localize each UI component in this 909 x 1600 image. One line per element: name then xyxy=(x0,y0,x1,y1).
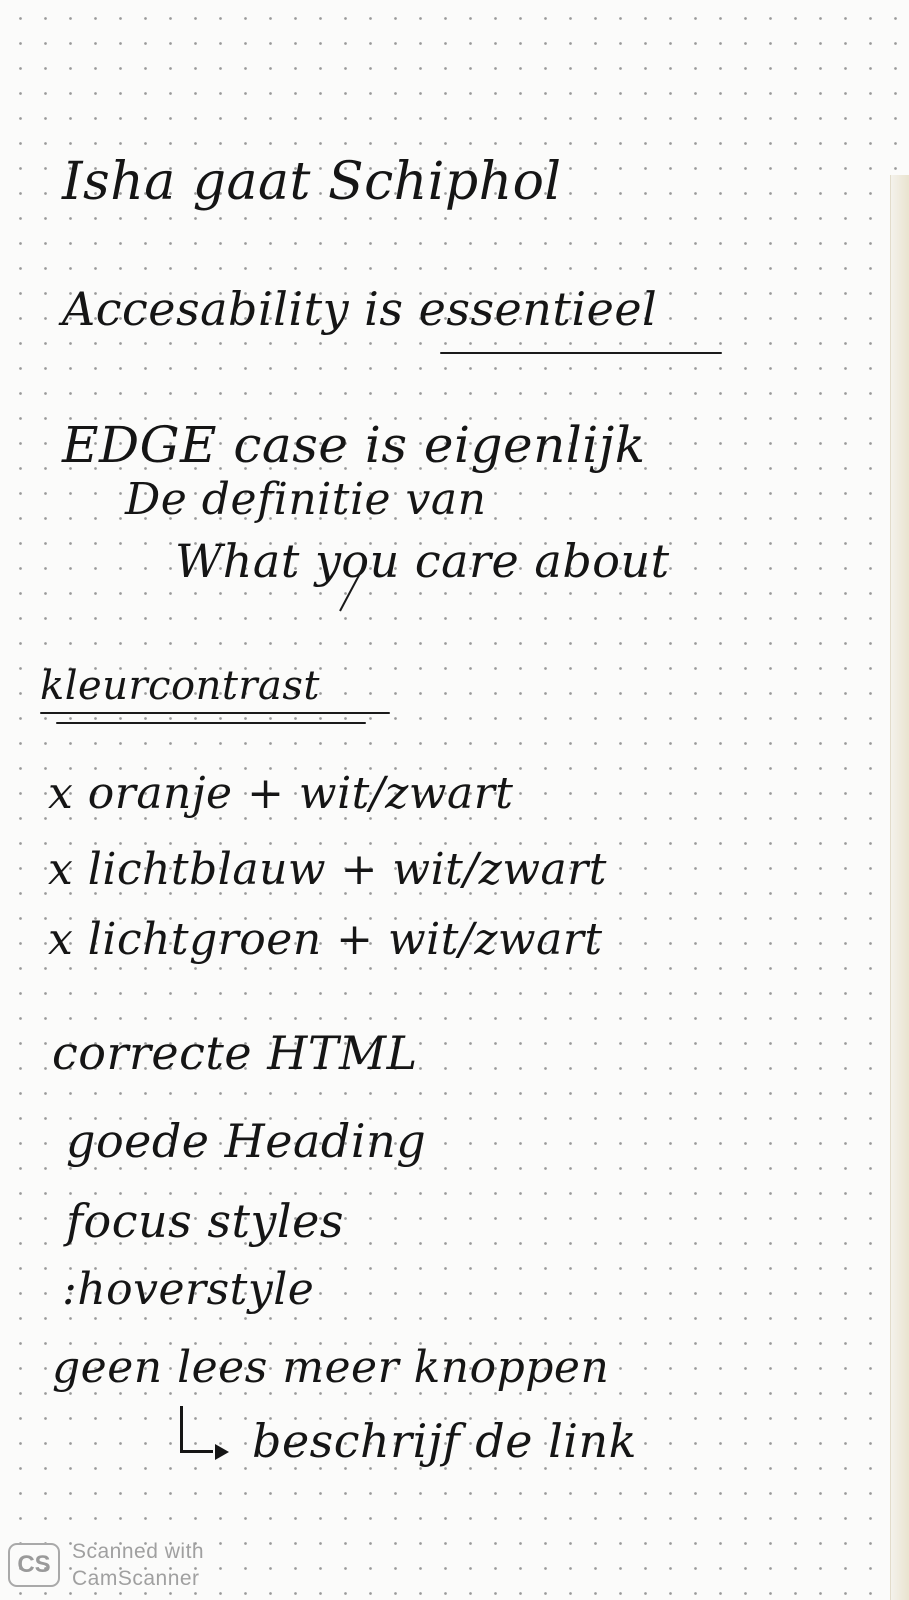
scanner-watermark: CS Scanned with CamScanner xyxy=(8,1537,204,1593)
list-item-html: correcte HTML xyxy=(52,1026,418,1080)
watermark-line-2: CamScanner xyxy=(72,1567,200,1590)
list-item-hover: :hoverstyle xyxy=(62,1264,315,1315)
note-line-care-about: What you care about xyxy=(175,534,670,588)
note-line-edge-case: EDGE case is eigenlijk xyxy=(62,416,646,474)
underline-kleurcontrast xyxy=(40,712,390,714)
section-heading-kleurcontrast: kleurcontrast xyxy=(40,663,320,709)
note-line-schiphol: Isha gaat Schiphol xyxy=(62,152,562,212)
list-item-lichtblauw: x lichtblauw + wit/zwart xyxy=(48,844,607,895)
list-item-focus: focus styles xyxy=(66,1194,344,1248)
list-item-lichtgroen: x lichtgroen + wit/zwart xyxy=(48,914,603,965)
watermark-line-1: Scanned with xyxy=(72,1540,205,1563)
list-item-knoppen: geen lees meer knoppen xyxy=(52,1342,610,1393)
page-edge xyxy=(890,175,909,1600)
note-line-accessibility: Accesability is essentieel xyxy=(62,282,658,336)
watermark-text: Scanned with CamScanner xyxy=(72,1538,204,1592)
sublink-arrow-icon xyxy=(180,1406,229,1460)
note-line-definitie: De definitie van xyxy=(125,474,487,525)
list-item-link: beschrijf de link xyxy=(252,1414,637,1468)
underline-essentieel xyxy=(440,352,722,354)
list-item-heading: goede Heading xyxy=(66,1114,427,1168)
underline-kleurcontrast-second xyxy=(56,722,366,724)
camscanner-logo-icon: CS xyxy=(8,1543,60,1587)
list-item-oranje: x oranje + wit/zwart xyxy=(48,768,514,819)
